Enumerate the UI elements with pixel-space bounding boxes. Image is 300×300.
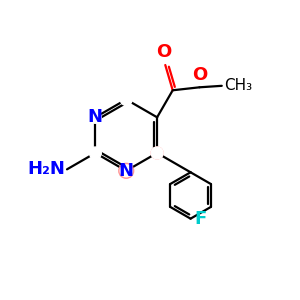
Circle shape: [119, 164, 134, 178]
Text: N: N: [88, 108, 103, 126]
Text: H₂N: H₂N: [28, 160, 65, 178]
Text: CH₃: CH₃: [224, 78, 252, 93]
Circle shape: [89, 111, 101, 123]
Circle shape: [89, 147, 101, 159]
Text: O: O: [156, 44, 171, 62]
Text: O: O: [192, 66, 207, 84]
Text: N: N: [119, 162, 134, 180]
Text: F: F: [194, 210, 206, 228]
Circle shape: [120, 94, 132, 105]
Circle shape: [151, 147, 163, 159]
Circle shape: [120, 165, 132, 177]
Circle shape: [151, 147, 163, 159]
